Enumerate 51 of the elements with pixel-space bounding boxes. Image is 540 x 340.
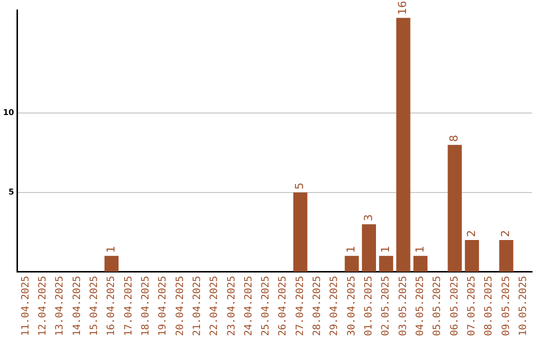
x-tick-label: 29.04.2025	[329, 276, 340, 336]
x-tick-label: 10.05.2025	[518, 276, 530, 336]
bar	[464, 240, 479, 272]
x-tick-label: 13.04.2025	[54, 276, 66, 336]
x-tick-label: 03.05.2025	[398, 276, 409, 336]
x-tick-label: 04.05.2025	[415, 276, 426, 336]
x-tick-label: 14.04.2025	[72, 276, 83, 336]
bar	[448, 144, 462, 272]
x-tick-label: 11.04.2025	[20, 276, 32, 336]
data-label: 1	[413, 246, 426, 253]
data-label: 1	[378, 246, 392, 253]
x-tick-label: 12.04.2025	[37, 276, 48, 336]
x-tick-label: 24.04.2025	[243, 276, 254, 336]
bar	[104, 256, 119, 272]
data-label: 16	[396, 0, 410, 15]
bar	[413, 256, 428, 272]
bar	[362, 224, 376, 272]
x-tick-label: 18.04.2025	[140, 276, 152, 336]
x-tick-label: 22.04.2025	[209, 276, 220, 336]
x-tick-label: 30.04.2025	[346, 276, 358, 336]
x-tick-label: 09.05.2025	[500, 276, 512, 336]
x-tick-label: 07.05.2025	[466, 276, 478, 336]
data-label: 3	[362, 214, 375, 222]
x-tick-label: 28.04.2025	[312, 276, 324, 336]
bar	[293, 192, 308, 272]
data-label: 2	[499, 230, 512, 238]
data-label: 8	[448, 134, 461, 142]
y-tick-label: 10	[2, 108, 15, 118]
x-tick-label: 23.04.2025	[226, 276, 238, 336]
data-label: 1	[344, 246, 358, 253]
data-label: 5	[293, 182, 306, 190]
x-tick-label: 25.04.2025	[260, 276, 272, 336]
x-tick-label: 06.05.2025	[449, 276, 460, 336]
x-tick-label: 05.05.2025	[432, 276, 444, 336]
x-tick-label: 01.05.2025	[364, 276, 375, 336]
x-tick-label: 16.04.2025	[106, 276, 118, 336]
x-tick-label: 20.04.2025	[174, 276, 186, 336]
x-tick-label: 17.04.2025	[123, 276, 134, 336]
x-tick-label: 27.04.2025	[294, 276, 306, 336]
x-tick-label: 08.05.2025	[484, 276, 495, 336]
bar	[379, 256, 394, 272]
bar	[499, 240, 514, 272]
x-tick-label: 02.05.2025	[380, 276, 392, 336]
bar	[344, 256, 359, 272]
x-tick-label: 21.04.2025	[192, 276, 203, 336]
bar	[396, 18, 410, 272]
data-label: 1	[104, 246, 118, 253]
x-tick-label: 26.04.2025	[278, 276, 289, 336]
x-tick-label: 15.04.2025	[88, 276, 100, 336]
data-label: 2	[464, 230, 478, 238]
x-tick-label: 19.04.2025	[158, 276, 169, 336]
